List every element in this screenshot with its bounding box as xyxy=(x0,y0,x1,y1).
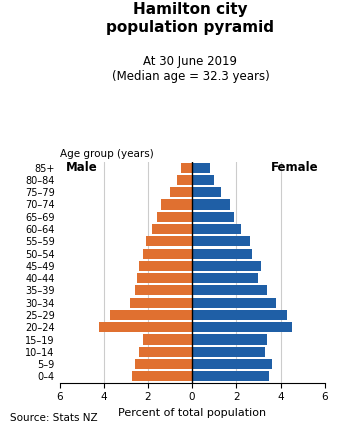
Bar xyxy=(192,175,214,185)
Bar xyxy=(192,273,258,283)
Bar xyxy=(135,359,192,369)
Bar xyxy=(192,163,210,173)
Bar xyxy=(135,285,192,295)
Bar xyxy=(192,285,267,295)
Bar xyxy=(139,261,192,271)
Text: Hamilton city
population pyramid: Hamilton city population pyramid xyxy=(106,2,274,34)
Bar xyxy=(192,236,250,246)
Bar xyxy=(192,322,292,332)
Bar xyxy=(192,249,252,259)
Bar xyxy=(161,199,192,210)
Text: Male: Male xyxy=(66,161,98,174)
Bar xyxy=(139,347,192,357)
Bar xyxy=(192,310,287,320)
Bar xyxy=(192,298,276,308)
Bar xyxy=(170,187,192,197)
Bar xyxy=(177,175,192,185)
Bar xyxy=(130,298,192,308)
Bar xyxy=(143,334,192,345)
Bar xyxy=(192,224,241,234)
Text: Source: Stats NZ: Source: Stats NZ xyxy=(10,413,98,423)
X-axis label: Percent of total population: Percent of total population xyxy=(118,408,266,418)
Bar xyxy=(181,163,192,173)
Bar xyxy=(157,212,192,222)
Bar xyxy=(192,212,234,222)
Bar xyxy=(99,322,192,332)
Bar xyxy=(146,236,192,246)
Bar xyxy=(192,347,265,357)
Bar xyxy=(137,273,192,283)
Bar xyxy=(110,310,192,320)
Bar xyxy=(192,199,230,210)
Bar xyxy=(152,224,192,234)
Bar xyxy=(192,334,267,345)
Bar xyxy=(192,359,272,369)
Text: Age group (years): Age group (years) xyxy=(59,149,153,159)
Bar xyxy=(133,371,192,381)
Bar xyxy=(192,187,221,197)
Bar xyxy=(192,261,261,271)
Bar xyxy=(192,371,270,381)
Text: At 30 June 2019
(Median age = 32.3 years): At 30 June 2019 (Median age = 32.3 years… xyxy=(112,55,269,83)
Text: Female: Female xyxy=(270,161,318,174)
Bar xyxy=(143,249,192,259)
